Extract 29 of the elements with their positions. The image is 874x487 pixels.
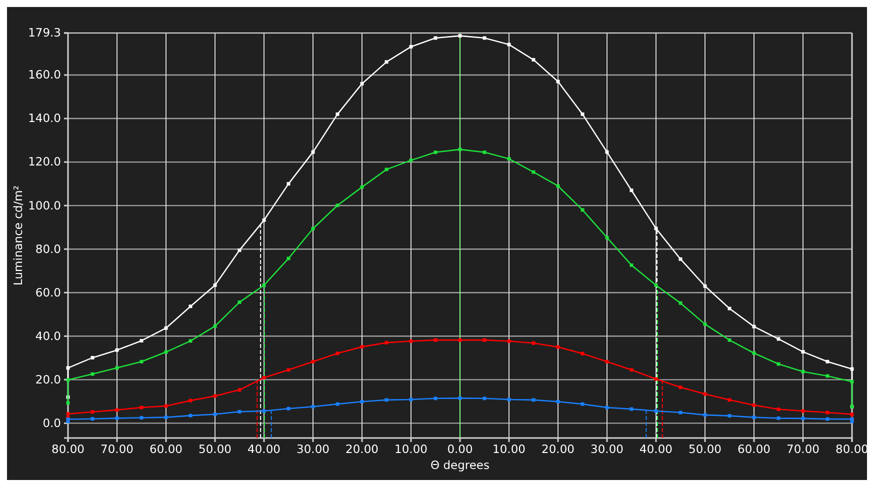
y-tick-label: 179.3 — [28, 26, 61, 40]
y-tick-label: 20.0 — [35, 372, 61, 386]
x-tick-label: 20.00 — [346, 442, 378, 456]
y-tick-label: 80.0 — [35, 242, 61, 256]
x-tick-label: 0.00 — [447, 442, 473, 456]
x-tick-label: 60.00 — [738, 442, 770, 456]
x-tick-label: 70.00 — [100, 442, 134, 456]
y-tick-label: 40.0 — [35, 328, 61, 343]
y-tick-label: 120.0 — [28, 154, 61, 169]
x-tick-label: 20.00 — [542, 442, 574, 456]
y-tick-label: 100.0 — [28, 198, 61, 212]
y-tick-label: 140.0 — [28, 111, 61, 126]
x-tick-label: 30.00 — [296, 442, 330, 456]
y-tick-label: 160.0 — [28, 68, 61, 82]
x-tick-label: 60.00 — [150, 442, 182, 456]
x-tick-label: 40.00 — [640, 442, 672, 456]
x-tick-label: 50.00 — [688, 442, 722, 456]
x-tick-label: 10.00 — [492, 442, 526, 456]
x-tick-label: 80.00 — [52, 442, 84, 456]
y-tick-label: 0.0 — [42, 416, 61, 430]
y-tick-label: 60.0 — [35, 285, 61, 300]
x-tick-label: 30.00 — [590, 442, 624, 456]
x-tick-label: 80.00 — [836, 442, 868, 456]
x-axis-title: Θ degrees — [430, 458, 490, 472]
x-tick-label: 10.00 — [394, 442, 428, 456]
x-tick-label: 40.00 — [248, 442, 280, 456]
x-tick-label: 70.00 — [786, 442, 820, 456]
y-axis-title: Luminance cd/m² — [11, 186, 25, 286]
x-tick-label: 50.00 — [198, 442, 232, 456]
